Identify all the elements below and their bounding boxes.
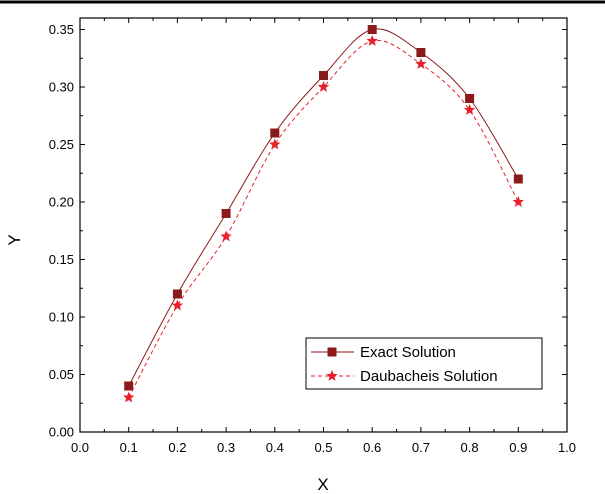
x-axis-title: X [317, 475, 328, 494]
legend-label: Exact Solution [360, 344, 456, 361]
data-point-square [270, 128, 280, 138]
data-point-star [220, 230, 232, 242]
series-2 [122, 35, 525, 403]
data-point-star [317, 81, 330, 92]
x-tick-label: 0.3 [217, 440, 235, 455]
data-point-square [465, 94, 475, 103]
y-tick-label: 0.00 [49, 425, 74, 440]
x-tick-label: 0.7 [412, 440, 430, 455]
data-point-star [171, 299, 184, 311]
y-axis: 0.00 0.05 0.10 0.15 0.20 0.25 0.30 0.35 [49, 22, 567, 440]
legend: Exact Solution Daubacheis Solution [305, 337, 543, 390]
x-tick-label: 0.5 [314, 440, 332, 455]
data-point-star [463, 104, 476, 115]
data-point-square [367, 25, 377, 34]
legend-marker [326, 370, 338, 381]
x-tick-label: 1.0 [558, 440, 576, 455]
data-point-star [122, 391, 135, 403]
series-layer [122, 25, 525, 403]
data-point-square [416, 48, 426, 57]
data-point-square [513, 174, 523, 184]
x-tick-label: 0.9 [509, 440, 527, 455]
y-tick-label: 0.25 [49, 137, 74, 152]
data-point-square [124, 381, 134, 391]
data-point-square [319, 71, 328, 80]
data-point-star [512, 196, 525, 207]
y-tick-label: 0.35 [49, 22, 74, 37]
x-tick-label: 0.4 [266, 440, 284, 455]
legend-box [305, 337, 543, 390]
x-tick-label: 0.8 [461, 440, 479, 455]
legend-label: Daubacheis Solution [360, 368, 498, 385]
y-tick-label: 0.15 [49, 252, 74, 267]
data-point-square [221, 209, 231, 218]
x-tick-label: 0.1 [120, 440, 138, 455]
x-tick-label: 0.0 [71, 440, 89, 455]
y-tick-label: 0.30 [49, 80, 74, 95]
y-tick-label: 0.05 [49, 367, 74, 382]
data-point-star [269, 138, 281, 150]
x-tick-label: 0.6 [363, 440, 381, 455]
y-tick-label: 0.20 [49, 195, 74, 210]
data-point-star [366, 35, 378, 46]
data-point-square [172, 289, 182, 299]
y-axis-title: Y [5, 234, 24, 245]
x-axis: 0.0 0.1 0.2 0.3 0.4 0.5 0.6 0.7 0.8 0.9 1.0 [71, 18, 576, 455]
legend-marker [327, 347, 337, 357]
x-tick-label: 0.2 [168, 440, 186, 455]
series-line [128, 28, 519, 387]
data-point-star [415, 58, 427, 69]
y-tick-label: 0.10 [49, 310, 74, 325]
series-1 [124, 25, 523, 391]
series-line [128, 39, 519, 398]
